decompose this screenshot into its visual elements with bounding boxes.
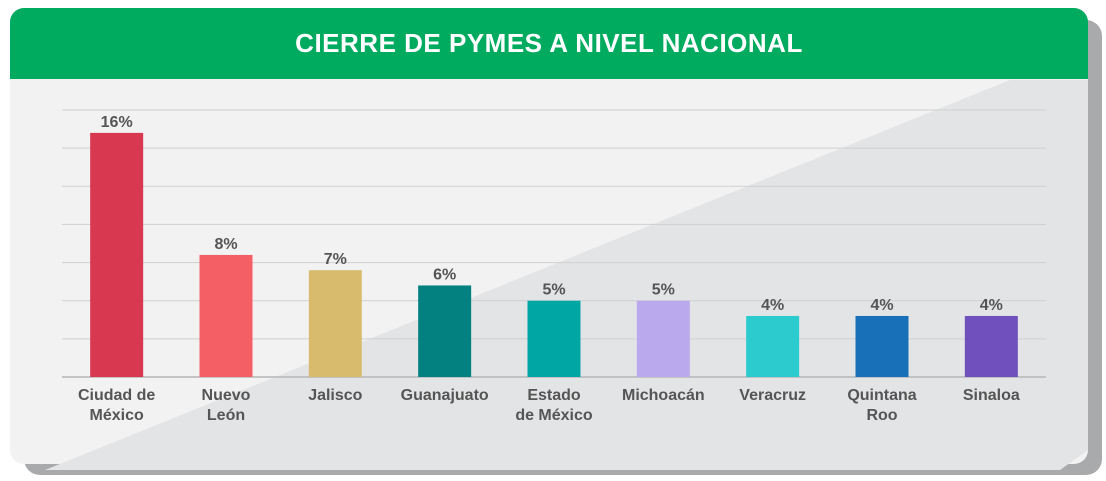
category-label-line: Jalisco xyxy=(308,387,362,404)
category-labels: Ciudad de México Nuevo León Jalisco Guanajuat… xyxy=(78,387,1020,424)
chart-title: CIERRE DE PYMES A NIVEL NACIONAL xyxy=(295,28,803,58)
data-label: 5% xyxy=(652,282,675,299)
data-label: 7% xyxy=(324,251,347,268)
bar xyxy=(418,285,472,377)
category-label-line: Sinaloa xyxy=(963,387,1020,404)
category-label-line: Nuevo xyxy=(202,387,251,404)
value-labels: 16% 8% 7% 6% 5% 5% 4% 4% 4% xyxy=(101,114,1003,314)
category-label-line: Veracruz xyxy=(739,387,806,404)
bar xyxy=(964,315,1018,377)
category-label-line: Roo xyxy=(866,407,897,424)
bar xyxy=(199,254,253,377)
category-label-line: México xyxy=(90,407,144,424)
category-label-line: Guanajuato xyxy=(401,387,489,404)
data-label: 8% xyxy=(214,236,237,253)
bar xyxy=(855,315,909,377)
category-label: Nuevo León xyxy=(202,387,251,424)
category-label-line: de México xyxy=(515,407,593,424)
category-label: Sinaloa xyxy=(963,387,1020,404)
data-label: 6% xyxy=(433,266,456,283)
data-label: 4% xyxy=(761,297,784,314)
category-label: Jalisco xyxy=(308,387,362,404)
category-label: Ciudad de México xyxy=(78,387,155,424)
background-diagonal xyxy=(45,80,1088,470)
data-label: 4% xyxy=(870,297,893,314)
category-label: Quintana Roo xyxy=(847,387,916,424)
category-label-line: León xyxy=(207,407,245,424)
bar xyxy=(746,315,800,377)
category-label-line: Michoacán xyxy=(622,387,705,404)
category-label: Guanajuato xyxy=(401,387,489,404)
data-label: 16% xyxy=(101,114,133,131)
category-label: Michoacán xyxy=(622,387,705,404)
bar xyxy=(527,300,581,377)
bars xyxy=(90,132,1018,377)
bar xyxy=(308,270,362,377)
title-banner xyxy=(10,8,1088,79)
category-label: Estado de México xyxy=(515,387,593,424)
data-label: 4% xyxy=(980,297,1003,314)
category-label: Veracruz xyxy=(739,387,806,404)
bar xyxy=(90,132,144,377)
data-label: 5% xyxy=(542,282,565,299)
category-label-line: Estado xyxy=(527,387,581,404)
category-label-line: Ciudad de xyxy=(78,387,155,404)
bar xyxy=(636,300,690,377)
category-label-line: Quintana xyxy=(847,387,916,404)
